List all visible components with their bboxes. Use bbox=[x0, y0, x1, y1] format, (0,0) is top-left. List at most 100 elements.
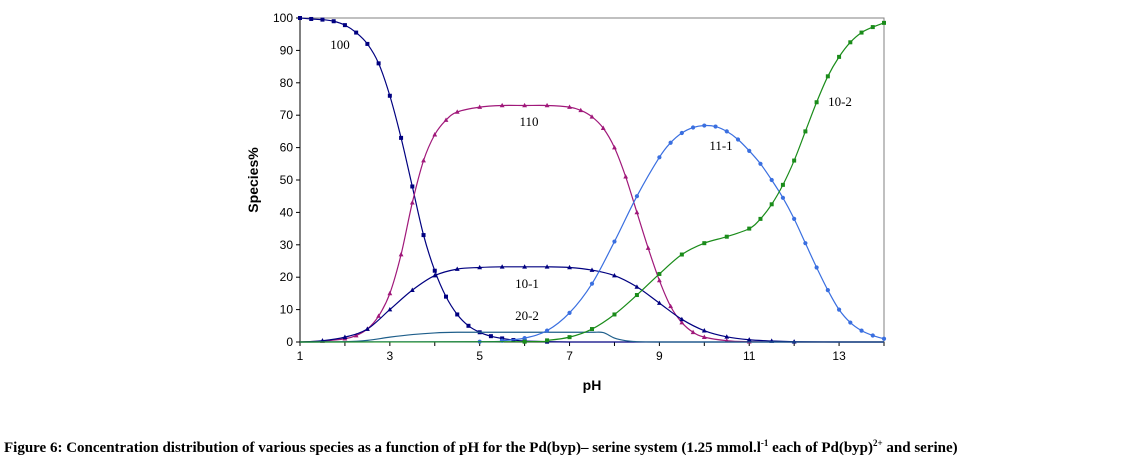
data-point bbox=[432, 132, 438, 137]
series-label-10-2: 10-2 bbox=[828, 94, 852, 109]
data-point bbox=[590, 327, 594, 332]
y-tick-label: 50 bbox=[280, 173, 294, 187]
y-axis-title: Species% bbox=[245, 147, 261, 213]
data-point bbox=[668, 140, 673, 145]
data-point bbox=[769, 202, 774, 207]
series-20-2: 20-2 bbox=[299, 308, 884, 343]
data-point bbox=[657, 271, 662, 276]
data-point bbox=[567, 264, 572, 270]
series-10-1: 10-1 bbox=[299, 264, 885, 344]
data-point bbox=[702, 241, 707, 246]
data-point bbox=[814, 100, 819, 105]
data-point bbox=[882, 20, 886, 25]
data-point bbox=[410, 184, 415, 189]
data-point bbox=[477, 264, 483, 270]
data-point bbox=[331, 19, 336, 24]
data-point bbox=[567, 104, 572, 109]
data-point bbox=[567, 310, 572, 315]
data-point bbox=[792, 158, 797, 163]
data-point bbox=[690, 125, 696, 130]
data-point bbox=[848, 40, 853, 45]
series-label-100: 100 bbox=[330, 37, 350, 52]
x-tick-label: 5 bbox=[476, 349, 483, 363]
data-point bbox=[432, 268, 437, 273]
data-point bbox=[387, 290, 393, 296]
data-point bbox=[376, 313, 382, 318]
data-point bbox=[803, 129, 808, 134]
series-line-100 bbox=[299, 17, 884, 343]
y-tick-label: 0 bbox=[286, 335, 293, 349]
data-point bbox=[522, 102, 528, 108]
data-point bbox=[387, 93, 392, 98]
data-point bbox=[522, 336, 527, 341]
data-point bbox=[387, 307, 393, 312]
data-point bbox=[320, 17, 325, 22]
x-tick-label: 3 bbox=[387, 349, 394, 363]
series-label-20-2: 20-2 bbox=[515, 308, 539, 323]
data-point bbox=[837, 54, 842, 59]
figure-caption: Figure 6: Concentration distribution of … bbox=[0, 438, 1139, 457]
data-point bbox=[567, 335, 572, 340]
data-point bbox=[365, 41, 370, 46]
data-point bbox=[544, 264, 550, 269]
data-point bbox=[634, 293, 639, 298]
data-point bbox=[859, 328, 864, 333]
data-point bbox=[443, 117, 449, 122]
data-point bbox=[544, 102, 550, 108]
data-point bbox=[354, 30, 359, 35]
x-axis-title: pH bbox=[583, 377, 602, 393]
data-point bbox=[612, 312, 617, 317]
data-point bbox=[454, 109, 460, 114]
data-point bbox=[499, 102, 505, 108]
data-point bbox=[825, 74, 830, 79]
data-point bbox=[848, 320, 853, 325]
data-point bbox=[758, 161, 763, 166]
data-point bbox=[735, 137, 741, 142]
data-point bbox=[612, 239, 617, 244]
data-point bbox=[421, 157, 426, 163]
data-point bbox=[477, 104, 483, 109]
data-point bbox=[544, 328, 550, 333]
caption-sup-1: -1 bbox=[760, 438, 769, 448]
data-point bbox=[859, 30, 864, 35]
y-tick-label: 20 bbox=[280, 270, 294, 284]
data-point bbox=[870, 333, 875, 338]
data-point bbox=[668, 303, 674, 309]
y-tick-label: 90 bbox=[280, 43, 294, 57]
data-point bbox=[634, 284, 640, 289]
x-tick-label: 13 bbox=[832, 349, 846, 363]
data-point bbox=[578, 107, 584, 113]
data-point bbox=[500, 336, 505, 341]
data-point bbox=[803, 241, 808, 246]
y-tick-label: 10 bbox=[280, 303, 294, 317]
data-point bbox=[634, 209, 640, 215]
plot-frame bbox=[299, 17, 885, 343]
y-tick-label: 30 bbox=[280, 238, 294, 252]
data-point bbox=[399, 135, 404, 140]
data-point bbox=[488, 334, 493, 339]
data-point bbox=[679, 130, 684, 136]
data-point bbox=[780, 195, 786, 200]
data-point bbox=[466, 323, 471, 328]
x-tick-label: 11 bbox=[743, 349, 756, 363]
data-point bbox=[724, 234, 729, 239]
data-point bbox=[455, 312, 460, 317]
data-point bbox=[353, 332, 359, 338]
series-100: 100 bbox=[298, 16, 884, 344]
data-point bbox=[499, 264, 505, 269]
data-point bbox=[421, 233, 426, 238]
data-point bbox=[612, 272, 617, 278]
data-point bbox=[825, 288, 830, 293]
data-point bbox=[690, 329, 696, 335]
data-point bbox=[881, 336, 887, 341]
data-point bbox=[342, 334, 348, 339]
series-label-110: 110 bbox=[519, 114, 538, 129]
data-point bbox=[679, 316, 685, 322]
series-11-1: 11-1 bbox=[299, 123, 887, 344]
y-tick-label: 70 bbox=[280, 108, 294, 122]
caption-middle: each of Pd(byp) bbox=[768, 440, 874, 456]
y-tick-label: 60 bbox=[280, 141, 294, 155]
caption-prefix: Figure 6: Concentration distribution of … bbox=[4, 440, 761, 456]
series-line-11-1 bbox=[299, 124, 885, 343]
